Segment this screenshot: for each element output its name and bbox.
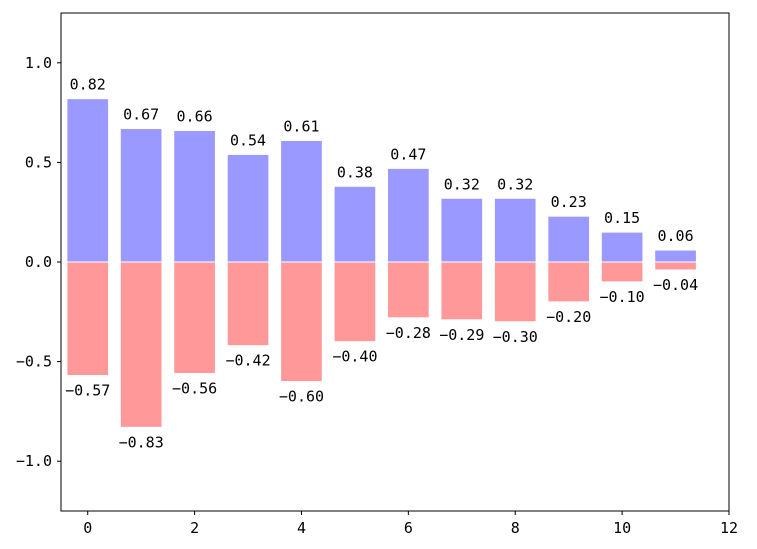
y-tick-label: 0.5: [25, 153, 52, 171]
bar-value-label: −0.57: [65, 382, 110, 400]
positive-bar: [280, 139, 323, 263]
positive-bar: [387, 167, 430, 263]
bar-value-label: 0.38: [337, 163, 373, 181]
x-tick-label: 0: [83, 519, 92, 537]
bar-value-label: −0.29: [439, 326, 484, 344]
negative-bars-group: [66, 261, 697, 428]
negative-bar: [440, 261, 484, 321]
negative-bar: [654, 261, 697, 271]
positive-bar: [173, 130, 216, 263]
x-tick-label: 8: [511, 519, 520, 537]
bar-value-label: −0.56: [172, 380, 217, 398]
x-tick-label: 12: [720, 519, 738, 537]
negative-bar: [173, 261, 216, 375]
negative-bar: [119, 261, 163, 428]
plot-area-frame: [60, 12, 730, 512]
bar-value-label: 0.61: [283, 117, 319, 135]
bar-value-label: 0.06: [657, 227, 693, 245]
positive-bar: [654, 249, 697, 263]
positive-bar: [333, 185, 377, 263]
positive-bar: [440, 197, 484, 263]
y-axis-ticks: 1.0 0.5 0.0 −0.5 −1.0: [16, 54, 61, 470]
bar-value-label: 0.15: [604, 209, 640, 227]
bar-value-label: −0.83: [119, 433, 164, 451]
negative-bar: [226, 261, 270, 347]
negative-bar: [493, 261, 537, 323]
bar-labels-group: 0.82 0.67 0.66 0.54 0.61 0.38 0.47 0.32 0.32 0.23…: [65, 76, 698, 452]
x-tick-label: 2: [190, 519, 199, 537]
bar-value-label: −0.04: [653, 276, 698, 294]
bar-value-label: 0.54: [230, 131, 266, 149]
bar-value-label: −0.60: [279, 388, 324, 406]
bar-value-label: 0.23: [551, 193, 587, 211]
bar-value-label: −0.42: [225, 352, 270, 370]
negative-bar: [333, 261, 377, 343]
x-axis-ticks: 0 2 4 6 8 10 12: [83, 511, 738, 537]
positive-bar: [66, 98, 110, 263]
positive-bar: [226, 153, 270, 263]
positive-bar: [600, 231, 644, 263]
bar-value-label: 0.67: [123, 106, 159, 124]
x-tick-label: 4: [297, 519, 306, 537]
positive-bar: [493, 197, 537, 263]
bar-value-label: 0.32: [444, 175, 480, 193]
bar-value-label: −0.30: [493, 328, 538, 346]
bar-value-label: −0.10: [600, 288, 645, 306]
bar-value-label: −0.40: [332, 348, 377, 366]
negative-bar: [387, 261, 430, 319]
negative-bar: [600, 261, 644, 283]
bar-value-label: −0.20: [546, 308, 591, 326]
bar-value-label: 0.66: [177, 108, 213, 126]
positive-bar: [119, 128, 163, 263]
negative-bar: [66, 261, 110, 377]
bar-value-label: 0.82: [70, 76, 106, 94]
negative-bar: [547, 261, 591, 303]
y-tick-label: −1.0: [16, 452, 52, 470]
y-tick-label: 0.0: [25, 253, 52, 271]
bar-value-label: 0.47: [390, 145, 426, 163]
x-tick-label: 10: [613, 519, 631, 537]
y-tick-label: 1.0: [25, 54, 52, 72]
y-tick-label: −0.5: [16, 353, 52, 371]
x-tick-label: 6: [404, 519, 413, 537]
bar-value-label: −0.28: [386, 324, 431, 342]
positive-bars-group: [66, 98, 697, 263]
positive-bar: [547, 215, 591, 263]
bar-value-label: 0.32: [497, 175, 533, 193]
negative-bar: [280, 261, 323, 383]
